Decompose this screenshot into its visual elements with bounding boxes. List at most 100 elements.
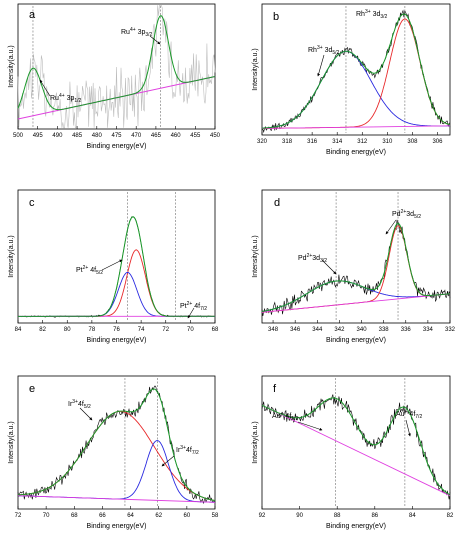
x-tick-label-d-2: 344	[312, 327, 323, 333]
series-peak-d-1	[261, 225, 451, 313]
x-axis-label-f: Binding energy(eV)	[326, 523, 386, 530]
x-tick-label-f-2: 88	[334, 513, 341, 519]
plot-frame-a	[17, 3, 216, 130]
x-tick-label-f-4: 84	[409, 513, 416, 519]
series-raw-d	[261, 219, 451, 317]
annotation-arrow-b-0	[317, 54, 325, 77]
series-peak-b-1	[262, 18, 451, 129]
x-tick-label-e-4: 64	[127, 513, 134, 519]
x-tick-label-d-8: 332	[445, 327, 456, 333]
x-axis-label-c: Binding energy(eV)	[87, 337, 147, 344]
peak-annotation-c-0: Pt2+ 4f5/2	[76, 265, 103, 276]
x-tick-label-a-2: 490	[52, 133, 63, 139]
peak-annotation-f-0: Au+ 4f5/2	[272, 411, 298, 422]
x-tick-label-a-8: 460	[171, 133, 182, 139]
x-axis-label-a: Binding energy(eV)	[87, 143, 147, 150]
peak-annotation-a-1: Ru4+ 3p3/2	[121, 27, 153, 38]
peak-annotation-e-0: Ir3+4f5/2	[68, 399, 91, 410]
x-tick-label-e-3: 66	[99, 513, 106, 519]
x-tick-label-e-2: 68	[71, 513, 78, 519]
x-tick-label-f-5: 82	[447, 513, 454, 519]
series-background-d	[261, 293, 451, 313]
x-tick-label-b-3: 314	[332, 139, 343, 145]
x-tick-label-a-5: 475	[111, 133, 122, 139]
series-raw-b	[261, 9, 451, 134]
series-fit-f	[261, 397, 451, 496]
x-tick-label-c-3: 78	[89, 327, 96, 333]
series-background-b	[261, 125, 451, 129]
annotation-arrow-f-0	[297, 421, 323, 431]
x-tick-label-e-6: 60	[184, 513, 191, 519]
x-tick-label-b-7: 306	[432, 139, 443, 145]
series-raw-a	[17, 5, 216, 129]
x-tick-label-d-7: 334	[423, 327, 434, 333]
x-tick-label-e-5: 62	[155, 513, 162, 519]
panel-letter-d: d	[274, 197, 280, 209]
x-tick-label-a-9: 455	[190, 133, 201, 139]
x-tick-label-b-0: 320	[257, 139, 268, 145]
panel-letter-a: a	[29, 9, 36, 21]
x-axis-label-e: Binding energy(eV)	[87, 523, 147, 530]
panel-a: 500 495 490 485 480 475 470 465 460 455 450 Binding…	[8, 3, 221, 150]
x-tick-label-c-2: 80	[64, 327, 71, 333]
peak-annotation-b-1: Rh3+ 3d3/2	[356, 9, 388, 20]
panel-e: 72 70 68 66 64 62 60 58 Binding energy(eV) Intens…	[8, 375, 219, 530]
y-axis-label-b: Intensity(a.u.)	[252, 48, 259, 90]
annotation-arrow-e-1	[161, 455, 175, 467]
x-tick-label-b-6: 308	[407, 139, 418, 145]
x-tick-label-a-7: 465	[151, 133, 162, 139]
panel-letter-f: f	[273, 383, 277, 395]
x-tick-label-c-1: 82	[39, 327, 46, 333]
annotation-arrow-d-1	[385, 219, 397, 235]
x-tick-label-a-6: 470	[131, 133, 142, 139]
annotation-arrow-d-0	[321, 259, 337, 275]
peak-annotation-b-0: Rh3+ 3d5/2	[308, 45, 340, 56]
x-tick-label-a-0: 500	[13, 133, 24, 139]
x-tick-label-b-5: 310	[382, 139, 393, 145]
x-tick-label-d-0: 348	[268, 327, 279, 333]
series-background-e	[17, 495, 216, 503]
annotation-arrow-f-1	[405, 419, 411, 437]
series-fit-b	[261, 13, 451, 129]
panel-c: 84 82 80 78 76 74 72 70 68 Binding energy(eV) Inte…	[8, 189, 219, 344]
x-tick-label-f-1: 90	[296, 513, 303, 519]
x-tick-label-d-4: 340	[357, 327, 368, 333]
panel-letter-c: c	[29, 197, 35, 209]
peak-annotation-e-1: Ir3+4f7/2	[176, 445, 199, 456]
series-background-f	[261, 404, 451, 497]
x-tick-label-c-0: 84	[15, 327, 22, 333]
annotation-arrow-a-1	[149, 35, 161, 45]
series-fit-e	[18, 388, 216, 502]
x-tick-label-d-1: 346	[290, 327, 301, 333]
x-tick-label-a-1: 495	[33, 133, 44, 139]
x-tick-label-e-7: 58	[212, 513, 219, 519]
x-tick-label-c-6: 72	[162, 327, 169, 333]
plot-frame-d	[261, 189, 451, 324]
x-tick-label-d-6: 336	[401, 327, 412, 333]
x-tick-label-c-5: 74	[138, 327, 145, 333]
y-axis-label-f: Intensity(a.u.)	[252, 421, 259, 463]
series-fit-c	[18, 216, 215, 317]
plot-frame-e	[17, 375, 216, 510]
x-tick-label-a-4: 480	[92, 133, 103, 139]
y-axis-label-e: Intensity(a.u.)	[8, 421, 15, 463]
y-axis-label-a: Intensity(a.u.)	[8, 45, 15, 87]
panel-b: 320 318 316 314 312 310 308 306 Binding energy(e…	[252, 3, 451, 156]
peak-annotation-f-1: Au+ 4f7/2	[396, 409, 422, 420]
x-tick-label-c-4: 76	[113, 327, 120, 333]
x-tick-label-f-0: 92	[259, 513, 266, 519]
x-tick-label-f-3: 86	[371, 513, 378, 519]
peak-annotation-c-1: Pt2+ 4f7/2	[180, 301, 207, 312]
x-tick-label-b-2: 316	[307, 139, 318, 145]
series-peak-b-0	[261, 50, 450, 129]
series-fit-d	[261, 222, 451, 312]
panel-d: 348 346 344 342 340 338 336 334 332 Binding energ…	[252, 189, 456, 344]
x-tick-label-d-5: 338	[379, 327, 390, 333]
annotation-arrow-c-1	[187, 307, 195, 319]
peak-annotation-d-0: Pd2+3d3/2	[298, 253, 327, 264]
annotation-arrow-e-0	[79, 407, 93, 421]
peak-annotation-a-0: Ru4+ 3p1/2	[50, 93, 82, 104]
panel-f: 92 90 88 86 84 82 Binding energy(eV) Intensity(…	[252, 375, 454, 530]
x-tick-label-c-8: 68	[212, 327, 219, 333]
